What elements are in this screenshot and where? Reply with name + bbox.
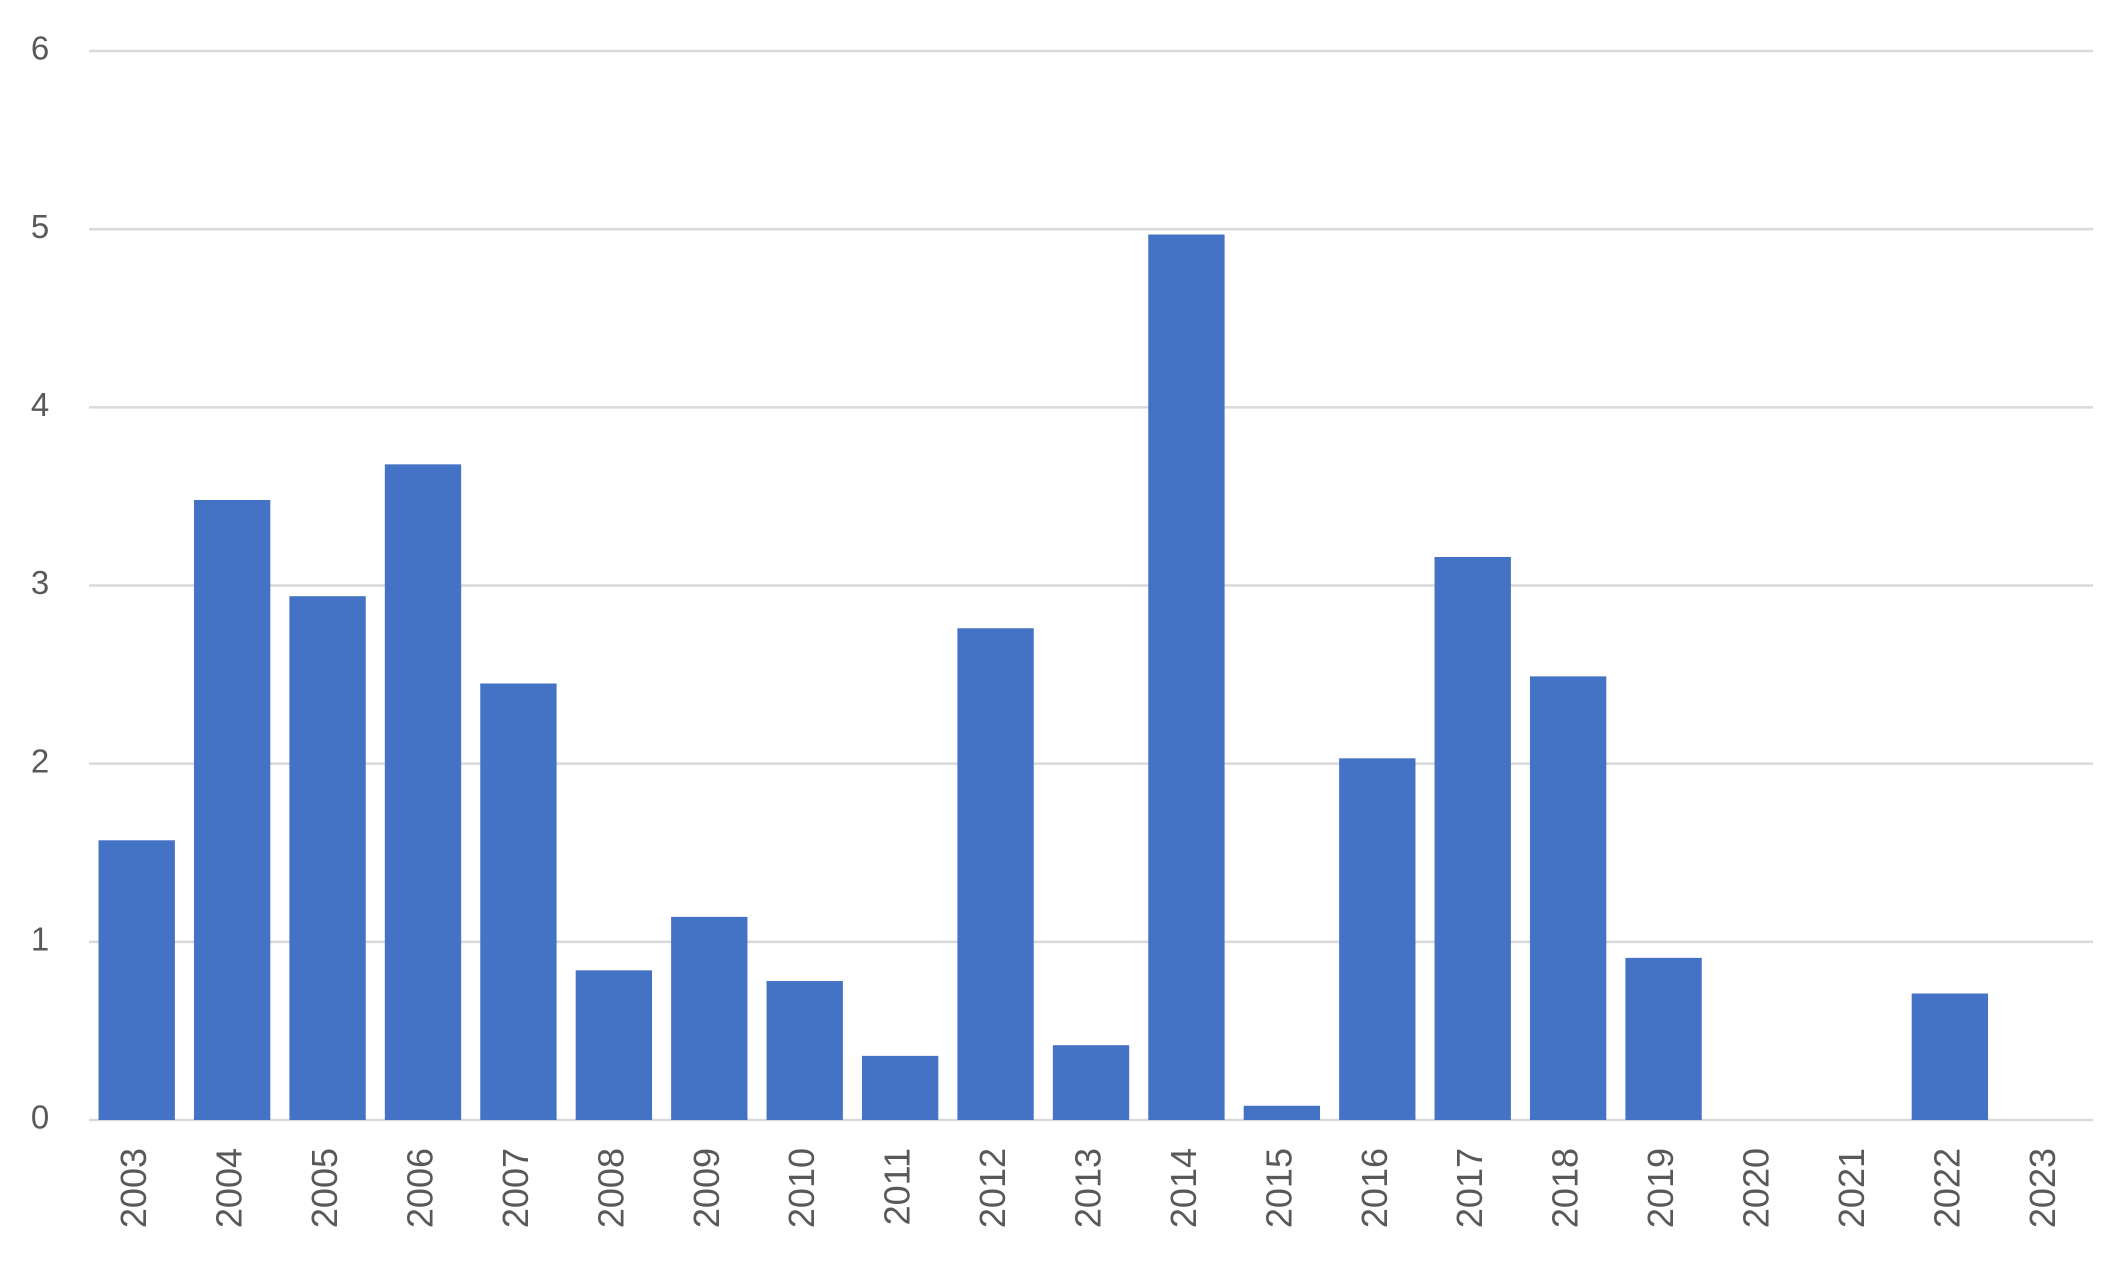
x-tick-label: 2022 bbox=[1926, 1148, 1967, 1228]
bar bbox=[1625, 957, 1702, 1120]
x-tick-label: 2011 bbox=[877, 1148, 918, 1225]
y-tick-label: 5 bbox=[31, 208, 49, 245]
bar bbox=[1529, 676, 1607, 1120]
bar bbox=[1052, 1045, 1130, 1120]
bar bbox=[1148, 234, 1225, 1121]
bar bbox=[1243, 1105, 1321, 1120]
x-tick-label: 2015 bbox=[1258, 1148, 1299, 1228]
y-tick-label: 0 bbox=[31, 1099, 49, 1136]
x-tick-label: 2017 bbox=[1449, 1148, 1490, 1228]
bar bbox=[480, 683, 557, 1120]
bar bbox=[671, 916, 748, 1120]
x-tick-label: 2013 bbox=[1068, 1148, 1109, 1228]
bar bbox=[1434, 556, 1511, 1120]
x-tick-label: 2005 bbox=[304, 1148, 345, 1228]
x-tick-label: 2004 bbox=[209, 1148, 250, 1228]
bar bbox=[766, 981, 843, 1120]
x-tick-label: 2014 bbox=[1163, 1148, 1204, 1228]
x-tick-label: 2008 bbox=[590, 1148, 631, 1228]
bar bbox=[289, 596, 366, 1120]
y-tick-label: 3 bbox=[31, 564, 49, 601]
x-tick-label: 2007 bbox=[495, 1148, 536, 1228]
bar bbox=[1911, 993, 1989, 1120]
bar bbox=[193, 499, 271, 1121]
bar bbox=[957, 628, 1034, 1120]
bar bbox=[575, 970, 653, 1120]
x-tick-label: 2010 bbox=[781, 1148, 822, 1228]
bar bbox=[98, 840, 175, 1120]
y-tick-label: 4 bbox=[31, 386, 49, 423]
x-tick-label: 2020 bbox=[1736, 1148, 1777, 1228]
y-tick-label: 2 bbox=[31, 742, 49, 779]
x-tick-label: 2012 bbox=[972, 1148, 1013, 1228]
x-tick-label: 2023 bbox=[2022, 1148, 2063, 1228]
x-tick-label: 2009 bbox=[686, 1148, 727, 1228]
x-tick-label: 2003 bbox=[113, 1148, 154, 1228]
y-tick-label: 1 bbox=[31, 921, 49, 958]
x-tick-label: 2018 bbox=[1545, 1148, 1586, 1228]
x-tick-label: 2006 bbox=[400, 1148, 441, 1228]
y-tick-label: 6 bbox=[31, 30, 49, 67]
bar bbox=[384, 464, 462, 1120]
x-tick-label: 2016 bbox=[1354, 1148, 1395, 1228]
bar bbox=[861, 1055, 939, 1120]
bar bbox=[1339, 758, 1416, 1120]
x-tick-label: 2019 bbox=[1640, 1148, 1681, 1228]
x-tick-label: 2021 bbox=[1831, 1148, 1872, 1228]
